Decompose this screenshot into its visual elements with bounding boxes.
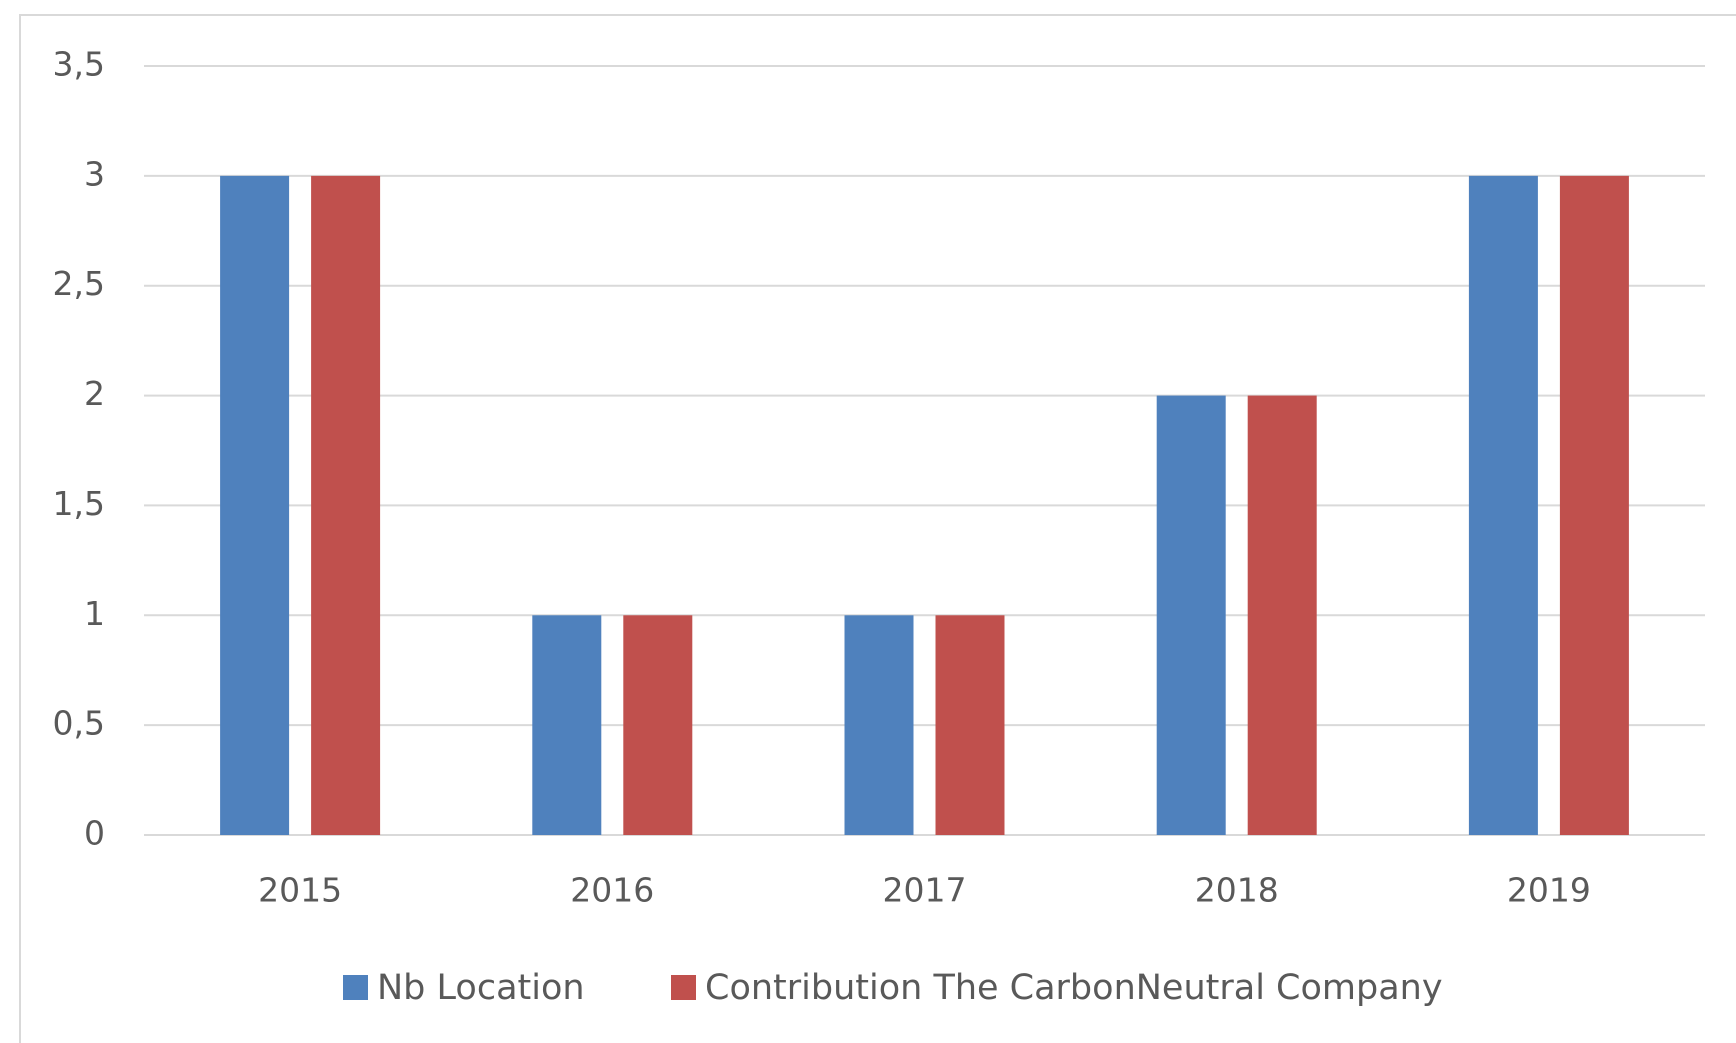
bar: [844, 615, 914, 835]
x-tick-label: 2017: [883, 871, 967, 910]
bar: [1559, 175, 1629, 835]
y-tick-label: 1: [84, 594, 105, 633]
x-tick-label: 2019: [1507, 871, 1591, 910]
y-tick-label: 1,5: [53, 484, 105, 523]
bar: [623, 615, 693, 835]
bar: [935, 615, 1005, 835]
bar: [311, 175, 381, 835]
y-tick-label: 3,5: [53, 45, 105, 84]
legend-label: Contribution The CarbonNeutral Company: [705, 968, 1443, 1008]
y-tick-label: 3: [84, 154, 105, 193]
y-tick-label: 0,5: [53, 704, 105, 743]
x-tick-label: 2018: [1195, 871, 1279, 910]
legend: Nb Location Contribution The CarbonNeutra…: [343, 968, 1443, 1008]
y-tick-label: 0: [84, 814, 105, 853]
bar: [1468, 175, 1538, 835]
x-tick-label: 2015: [258, 871, 342, 910]
y-tick-label: 2: [84, 374, 105, 413]
chart-frame: [19, 14, 1736, 1043]
x-tick-label: 2016: [570, 871, 654, 910]
legend-swatch: [671, 975, 696, 1000]
bar: [220, 175, 290, 835]
legend-swatch: [343, 975, 368, 1000]
bar: [1156, 395, 1226, 835]
y-tick-label: 2,5: [53, 264, 105, 303]
bar: [1247, 395, 1317, 835]
legend-label: Nb Location: [377, 968, 585, 1008]
bar: [532, 615, 602, 835]
